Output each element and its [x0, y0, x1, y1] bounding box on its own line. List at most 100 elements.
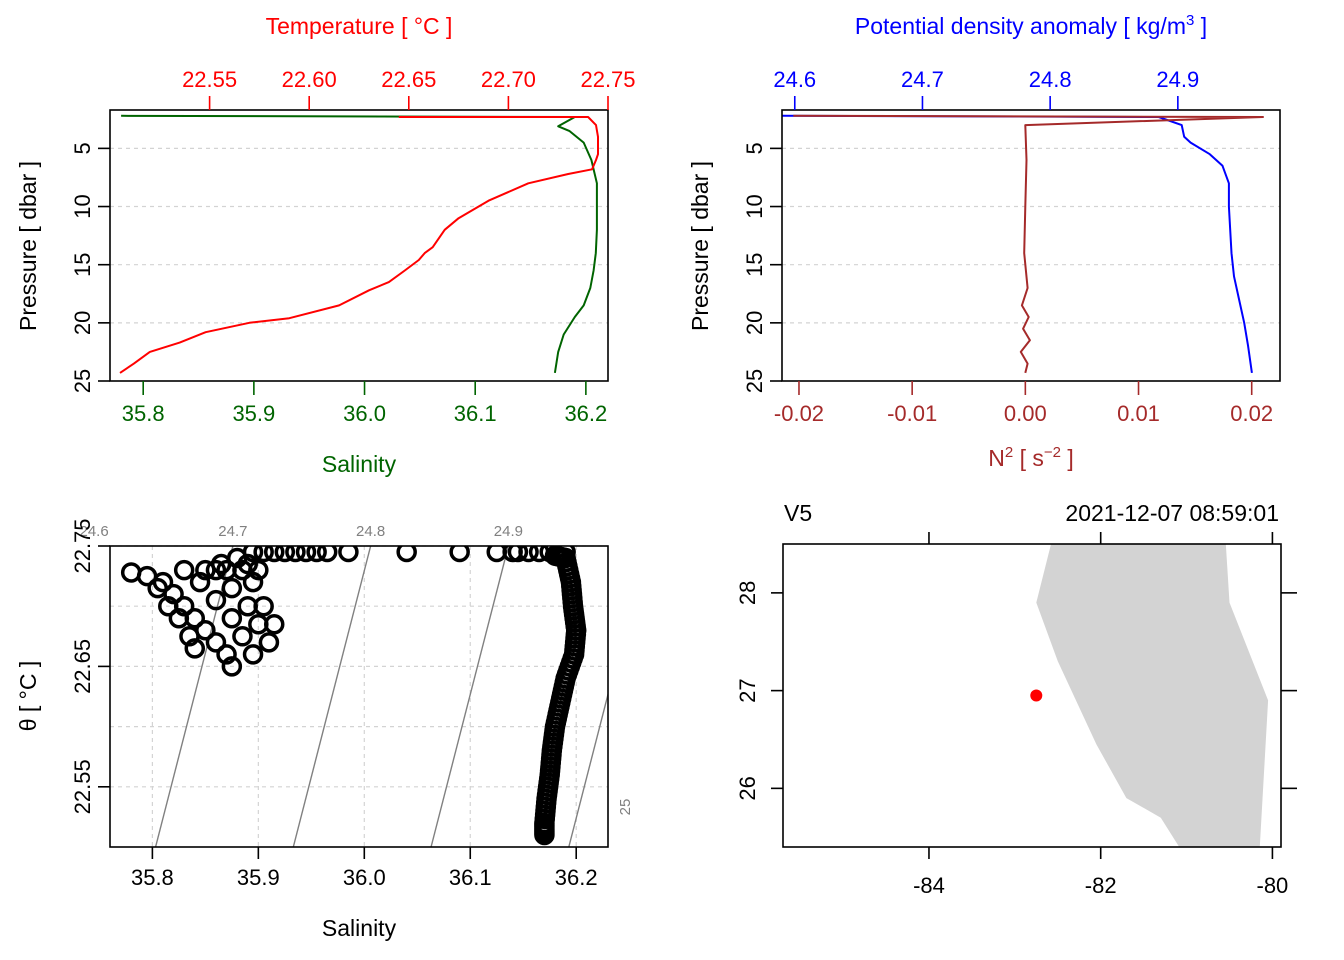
p4-axes: -84 -82 -80 26 27 28 — [735, 532, 1297, 898]
isopycnal-label: 24.7 — [218, 523, 247, 540]
p2-bottom-tick-label: -0.01 — [887, 401, 937, 426]
p2-lines — [781, 114, 1264, 374]
ts-point — [205, 632, 227, 653]
ts-point — [221, 656, 243, 677]
p3-points — [120, 546, 587, 846]
ts-point — [232, 626, 253, 647]
ts-point — [221, 577, 243, 599]
p2-bottom-tick-label: -0.02 — [774, 401, 824, 426]
p2-top-tick-label: 24.9 — [1156, 67, 1199, 92]
ts-point — [316, 546, 338, 563]
p1-left-tick-label: 5 — [70, 142, 95, 154]
p3-left-tick-label: 22.65 — [70, 639, 95, 694]
p1-plot-frame — [109, 109, 609, 382]
p1-top-tick-label: 22.75 — [580, 67, 635, 92]
temperature-line — [119, 116, 599, 374]
p3-bottom-tick-label: 36.0 — [343, 865, 386, 890]
p4-station-name: V5 — [784, 500, 812, 526]
ts-point — [242, 571, 264, 593]
p1-top-tick-label: 22.55 — [182, 67, 237, 92]
p1-bottom-tick-label: 35.8 — [122, 401, 165, 426]
p2-top-axis-label: Potential density anomaly [ kg/m3 ] — [855, 12, 1207, 39]
isopycnal-label: 24.9 — [494, 523, 523, 540]
p1-y-axis-label: Pressure [ dbar ] — [15, 161, 41, 331]
ts-point — [263, 614, 285, 635]
p1-left-axis: 5 10 15 20 25 — [70, 142, 110, 393]
p2-grid — [782, 147, 1280, 324]
ts-point — [248, 559, 269, 581]
p4-plot-frame — [782, 543, 1282, 848]
p1-left-tick-label: 25 — [70, 369, 95, 393]
isopycnal-label: 24.6 — [80, 523, 109, 540]
p4-y-tick-label: 26 — [735, 776, 760, 800]
ts-point — [258, 632, 280, 653]
p2-plot-frame — [781, 109, 1281, 382]
p2-bottom-axis-label: N2 [ s−2 ] — [988, 444, 1074, 471]
p1-bottom-tick-label: 35.9 — [232, 401, 275, 426]
station-marker — [1030, 689, 1043, 702]
p3-y-axis-label: θ [ °C ] — [15, 661, 41, 732]
p2-left-axis: 5 10 15 20 25 — [742, 142, 782, 393]
land-polygon — [1036, 544, 1269, 847]
p2-top-axis: 24.6 24.7 24.8 24.9 — [773, 67, 1199, 110]
panel-station-map: -84 -82 -80 26 27 28 V5 2021-12-07 08:59:01 — [735, 500, 1297, 898]
ts-point — [189, 571, 211, 593]
p3-left-axis: 22.55 22.65 22.75 — [70, 518, 110, 814]
p2-bottom-axis: -0.02 -0.01 0.00 0.01 0.02 — [774, 381, 1273, 426]
p2-bottom-tick-label: 0.00 — [1004, 401, 1047, 426]
p3-bottom-axis: 35.8 35.9 36.0 36.1 36.2 — [131, 847, 598, 890]
p3-bottom-tick-label: 35.8 — [131, 865, 174, 890]
p3-left-tick-label: 22.55 — [70, 759, 95, 814]
ts-point — [396, 546, 417, 563]
ts-point — [274, 546, 296, 563]
panel-density-n2-profile: 24.6 24.7 24.8 24.9 -0.02 -0.01 0.00 0.01 0.02 … — [687, 12, 1281, 471]
p3-isopycnal-labels: 24.6 24.7 24.8 24.9 25 — [80, 523, 634, 815]
p4-x-tick-label: -82 — [1085, 873, 1117, 898]
p3-left-tick-label: 22.75 — [70, 518, 95, 573]
p4-y-tick-label: 28 — [735, 581, 760, 605]
p1-top-axis: 22.55 22.60 22.65 22.70 22.75 — [182, 67, 636, 110]
p1-top-tick-label: 22.70 — [481, 67, 536, 92]
p1-bottom-tick-label: 36.1 — [454, 401, 497, 426]
ts-point — [285, 546, 306, 563]
ts-point — [237, 553, 258, 575]
p4-datetime: 2021-12-07 08:59:01 — [1065, 500, 1279, 526]
ts-point — [263, 546, 285, 563]
ts-point — [253, 546, 274, 563]
isopycnal-line — [154, 546, 234, 847]
ts-point — [242, 644, 264, 665]
p1-bottom-axis: 35.8 35.9 36.0 36.1 36.2 — [122, 381, 607, 426]
isopycnal-line — [292, 546, 372, 847]
p2-bottom-tick-label: 0.02 — [1230, 401, 1273, 426]
p2-left-tick-label: 20 — [742, 311, 767, 335]
panel-temp-sal-profile: 22.55 22.60 22.65 22.70 22.75 35.8 35.9 36.0 36… — [15, 13, 636, 477]
p2-left-tick-label: 25 — [742, 369, 767, 393]
ts-point — [534, 822, 555, 844]
ts-point — [338, 546, 359, 563]
p3-plot-frame — [109, 545, 609, 848]
p1-top-tick-label: 22.65 — [381, 67, 436, 92]
p2-left-tick-label: 10 — [742, 194, 767, 218]
panel-ts-diagram: 24.6 24.7 24.8 24.925 35.8 35.9 36.0 36.1 36.2 … — [15, 518, 634, 941]
p1-lines — [119, 114, 599, 374]
isopycnal-line — [430, 546, 510, 847]
ts-point — [221, 607, 243, 629]
p4-x-tick-label: -80 — [1257, 873, 1289, 898]
n2-line — [793, 114, 1264, 374]
p4-y-tick-label: 27 — [735, 678, 760, 702]
ts-point — [449, 546, 470, 563]
p4-x-tick-label: -84 — [913, 873, 945, 898]
p1-bottom-tick-label: 36.2 — [564, 401, 607, 426]
p2-bottom-tick-label: 0.01 — [1117, 401, 1160, 426]
ts-point — [173, 559, 195, 581]
salinity-line — [121, 114, 598, 374]
p1-left-tick-label: 20 — [70, 311, 95, 335]
ts-point — [253, 595, 274, 617]
ts-point — [147, 577, 168, 599]
p1-left-tick-label: 15 — [70, 252, 95, 276]
p1-top-tick-label: 22.60 — [282, 67, 337, 92]
p2-y-axis-label: Pressure [ dbar ] — [687, 161, 713, 331]
p4-land — [1036, 544, 1269, 847]
p1-left-tick-label: 10 — [70, 194, 95, 218]
p2-left-tick-label: 15 — [742, 252, 767, 276]
